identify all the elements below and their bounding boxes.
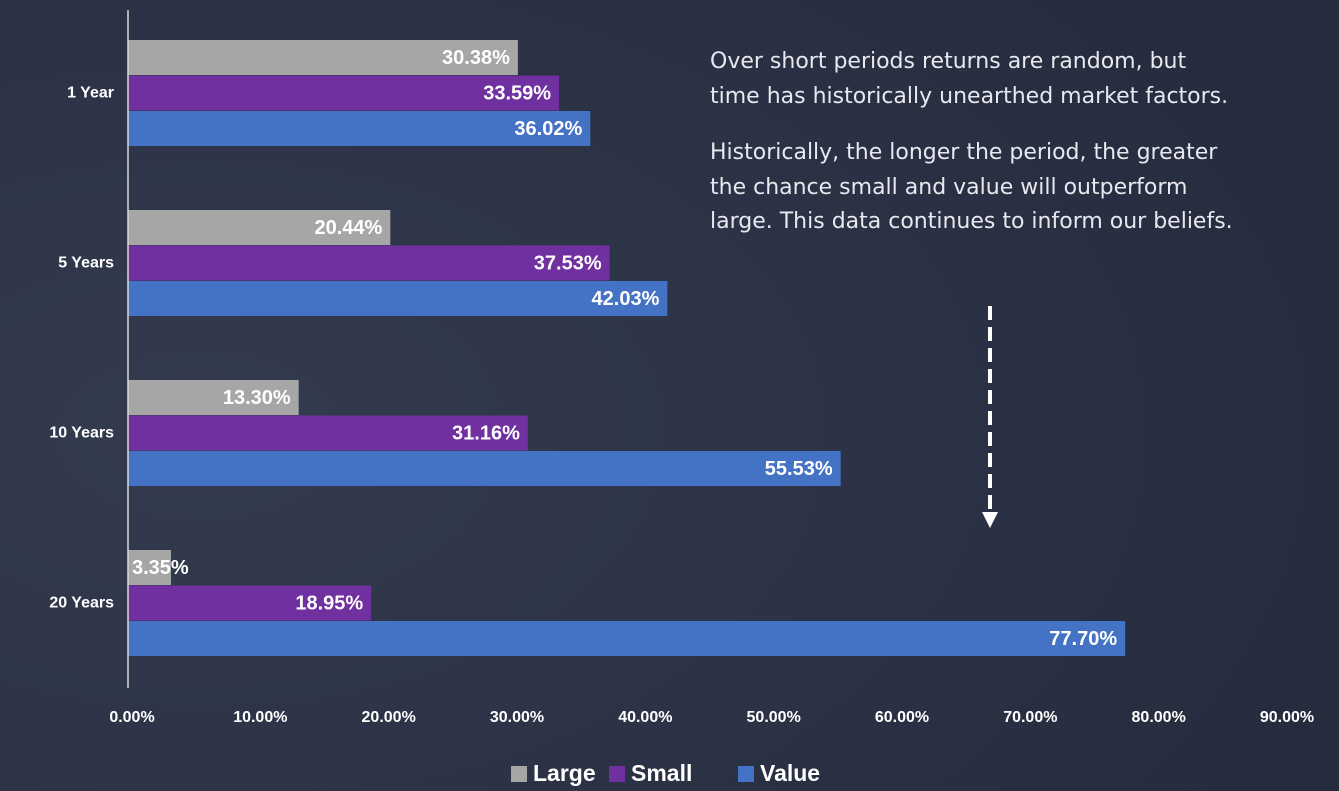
bar [128,40,518,75]
x-tick-label: 10.00% [233,709,287,726]
legend-label: Large [533,760,596,786]
bar [128,245,610,281]
x-tick-label: 20.00% [362,709,416,726]
data-label: 77.70% [1049,628,1117,650]
annotation: large. This data continues to inform our… [710,209,1233,234]
x-tick-label: 90.00% [1260,709,1314,726]
bar [128,111,591,146]
x-tick-label: 40.00% [618,709,672,726]
bar [128,75,560,111]
legend-swatch [511,766,527,782]
annotation: time has historically unearthed market f… [710,84,1228,109]
data-label: 20.44% [314,217,382,239]
category-label: 1 Year [67,85,114,102]
x-tick-label: 50.00% [747,709,801,726]
bar [128,281,668,316]
legend-swatch [609,766,625,782]
arrow-head [982,512,998,528]
data-label: 37.53% [534,252,602,274]
data-label: 13.30% [223,387,291,409]
annotation: the chance small and value will outperfo… [710,175,1187,200]
legend-label: Value [760,760,820,786]
category-label: 10 Years [49,425,114,442]
data-label: 30.38% [442,47,510,69]
bar [128,451,841,486]
bar [128,210,391,245]
bar [128,585,372,621]
x-tick-label: 60.00% [875,709,929,726]
annotation: Over short periods returns are random, b… [710,49,1186,74]
annotation: Historically, the longer the period, the… [710,140,1218,165]
category-label: 20 Years [49,595,114,612]
x-tick-label: 70.00% [1003,709,1057,726]
x-tick-label: 0.00% [109,709,154,726]
x-tick-label: 80.00% [1132,709,1186,726]
legend-swatch [738,766,754,782]
legend-label: Small [631,760,692,786]
data-label: 55.53% [765,458,833,480]
bar [128,621,1126,656]
data-label: 31.16% [452,422,520,444]
bar [128,380,299,415]
data-label: 33.59% [483,82,551,104]
data-label: 3.35% [132,557,189,579]
category-label: 5 Years [58,255,114,272]
data-label: 18.95% [295,592,363,614]
data-label: 36.02% [514,118,582,140]
data-label: 42.03% [592,288,660,310]
x-tick-label: 30.00% [490,709,544,726]
bar [128,415,528,451]
bar [128,550,171,585]
